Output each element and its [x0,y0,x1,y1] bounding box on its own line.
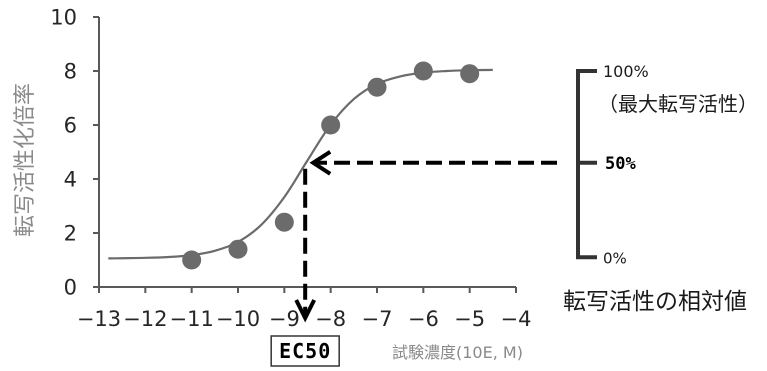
data-point [274,212,294,232]
relative-activity-bracket [576,69,597,260]
x-tick-label: −8 [315,307,346,331]
data-point [367,77,387,97]
ec50-label-box [270,335,340,367]
scale-max-label: 100% [603,62,649,81]
x-tick-label: −11 [170,307,214,331]
ec50-down-arrowhead [294,299,316,323]
x-tick-label: −5 [454,307,485,331]
x-tick-label: −13 [77,307,121,331]
y-tick-label: 8 [64,60,77,84]
x-axis-title: 試験濃度(10E, M) [392,343,523,362]
x-tick-label: −12 [123,307,167,331]
ec50-label: EC50 [279,339,331,363]
y-tick-label: 6 [64,114,77,138]
x-tick-label: −6 [408,307,439,331]
ec50-left-arrowhead [309,150,332,176]
data-point [182,250,202,270]
data-point [228,239,248,259]
y-tick-label: 2 [64,222,77,246]
relative-activity-scale: 100% （最大転写活性） 50% 0% 転写活性の相対値 [563,62,758,315]
x-tick-label: −7 [362,307,393,331]
x-axis-ticks: −13 −12 −11 −10 −9 −8 −7 −6 −5 −4 [77,287,532,331]
ec50-annotation: EC50 [270,150,557,367]
y-tick-label: 0 [64,276,77,300]
data-point [413,61,433,81]
data-point [321,115,341,135]
scale-max-sublabel: （最大転写活性） [598,92,758,116]
x-tick-label: −9 [269,307,300,331]
y-tick-label: 4 [64,168,77,192]
axes [98,17,516,288]
x-tick-label: −10 [216,307,260,331]
y-tick-label: 10 [50,6,77,30]
scale-min-label: 0% [603,249,627,267]
y-axis-title: 転写活性化倍率 [13,83,38,237]
scale-title: 転写活性の相対値 [563,289,747,315]
x-tick-label: −4 [501,307,532,331]
scale-half-label: 50% [605,154,636,174]
data-point [460,64,480,84]
y-axis-ticks: 0 2 4 6 8 10 [50,6,99,300]
data-points [182,61,480,270]
